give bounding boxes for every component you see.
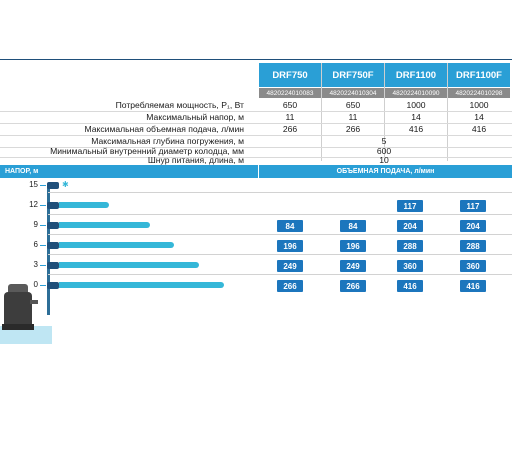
spec-label: Максимальный напор, м — [146, 112, 244, 122]
model-header-drf750f: DRF750F — [322, 63, 384, 87]
flow-value-badge: 117 — [460, 200, 486, 212]
spec-value: 14 — [474, 112, 484, 122]
outlet-fitting — [47, 202, 59, 209]
head-axis-label: НАПОР, м — [5, 168, 39, 175]
flow-value-badge: 416 — [460, 280, 486, 292]
flow-value-badge: 360 — [460, 260, 486, 272]
spec-value: 5 — [381, 136, 387, 146]
flow-axis-label: ОБЪЕМНАЯ ПОДАЧА, л/мин — [336, 168, 435, 175]
model-name: DRF750F — [332, 69, 374, 81]
head-tick — [40, 265, 46, 266]
outlet-fitting — [47, 222, 59, 229]
column-divider — [447, 63, 448, 161]
flow-value-badge: 84 — [340, 220, 366, 232]
row-divider — [48, 234, 512, 235]
model-barcode: 4820224010298 — [448, 88, 510, 98]
model-barcode: 4820224010304 — [322, 88, 384, 98]
water-jet — [59, 202, 109, 208]
spec-divider — [0, 135, 512, 136]
outlet-fitting — [47, 262, 59, 269]
head-tick — [40, 245, 46, 246]
spec-label: Минимальный внутренний диаметр колодца, … — [50, 146, 244, 156]
model-name: DRF1100 — [395, 69, 437, 81]
column-divider — [321, 63, 322, 161]
spec-value: 600 — [376, 146, 392, 156]
spec-value: 650 — [282, 100, 298, 110]
column-divider — [384, 63, 385, 161]
spec-label: Потребляемая мощность, P₁, Вт — [115, 100, 244, 110]
model-header-drf1100f: DRF1100F — [448, 63, 510, 87]
row-divider — [48, 254, 512, 255]
head-tick — [40, 225, 46, 226]
outlet-fitting — [47, 182, 59, 189]
spec-value: 650 — [345, 100, 361, 110]
flow-value-badge: 416 — [397, 280, 423, 292]
flow-value-badge: 196 — [277, 240, 303, 252]
head-level-label: 6 — [33, 240, 38, 249]
water-jet — [59, 242, 174, 248]
top-rule — [0, 59, 512, 60]
outlet-fitting — [47, 282, 59, 289]
head-level-label: 9 — [33, 220, 38, 229]
spec-divider — [0, 157, 512, 158]
model-barcode: 4820224010090 — [385, 88, 447, 98]
head-level-label: 15 — [29, 180, 38, 189]
head-tick — [40, 185, 46, 186]
flow-value-badge: 360 — [397, 260, 423, 272]
spec-divider — [0, 111, 512, 112]
model-name: DRF1100F — [456, 69, 502, 81]
spec-value: 416 — [471, 124, 487, 134]
spec-value: 14 — [411, 112, 421, 122]
spec-value: 1000 — [406, 100, 426, 110]
head-level-label: 3 — [33, 260, 38, 269]
spec-value: 10 — [379, 155, 389, 165]
pump-outlet — [30, 300, 38, 304]
head-axis-header: НАПОР, м — [0, 165, 258, 178]
head-level-label: 0 — [33, 280, 38, 289]
spec-divider — [0, 123, 512, 124]
pump-base — [2, 324, 34, 330]
model-header-drf1100: DRF1100 — [385, 63, 447, 87]
flow-value-badge: 204 — [460, 220, 486, 232]
head-tick — [40, 285, 46, 286]
head-tick — [40, 205, 46, 206]
spec-value: 11 — [285, 112, 295, 122]
water-jet — [59, 222, 150, 228]
water-jet — [59, 282, 224, 288]
flow-value-badge: 288 — [460, 240, 486, 252]
spec-label: Шнур питания, длина, м — [147, 155, 244, 165]
flow-value-badge: 196 — [340, 240, 366, 252]
model-name: DRF750 — [272, 69, 308, 81]
row-divider — [48, 192, 512, 193]
well-water — [0, 326, 52, 344]
water-jet — [59, 262, 199, 268]
flow-value-badge: 266 — [340, 280, 366, 292]
flow-value-badge: 249 — [340, 260, 366, 272]
flow-value-badge: 249 — [277, 260, 303, 272]
head-level-label: 12 — [29, 200, 38, 209]
pump-motor-cap — [8, 284, 28, 294]
spec-value: 266 — [282, 124, 298, 134]
spec-value: 266 — [345, 124, 361, 134]
spec-label: Максимальная глубина погружения, м — [91, 136, 244, 146]
pump-icon — [4, 292, 32, 326]
spec-value: 416 — [408, 124, 424, 134]
spec-value: 1000 — [469, 100, 489, 110]
flow-value-badge: 117 — [397, 200, 423, 212]
flow-value-badge: 84 — [277, 220, 303, 232]
riser-pipe — [47, 185, 50, 315]
spec-value: 11 — [348, 112, 358, 122]
water-splash-icon: ✱ — [62, 180, 69, 189]
row-divider — [48, 274, 512, 275]
flow-axis-header: ОБЪЕМНАЯ ПОДАЧА, л/мин — [259, 165, 512, 178]
model-barcode: 4820224010083 — [259, 88, 321, 98]
spec-divider — [0, 147, 512, 148]
flow-value-badge: 266 — [277, 280, 303, 292]
model-header-drf750: DRF750 — [259, 63, 321, 87]
flow-value-badge: 204 — [397, 220, 423, 232]
row-divider — [48, 214, 512, 215]
spec-label: Максимальная объемная подача, л/мин — [84, 124, 244, 134]
outlet-fitting — [47, 242, 59, 249]
flow-value-badge: 288 — [397, 240, 423, 252]
